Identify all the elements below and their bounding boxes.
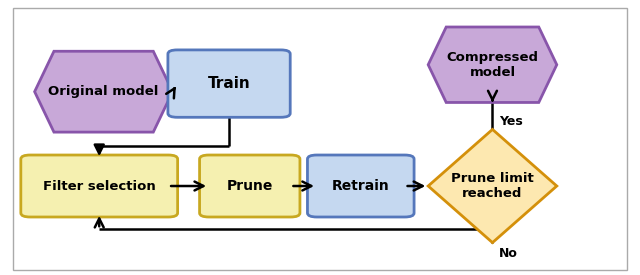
Text: Train: Train xyxy=(208,76,250,91)
Text: Retrain: Retrain xyxy=(332,179,390,193)
FancyBboxPatch shape xyxy=(200,155,300,217)
Text: Yes: Yes xyxy=(499,115,522,128)
Text: Filter selection: Filter selection xyxy=(43,180,156,192)
Text: No: No xyxy=(499,247,518,260)
Text: Original model: Original model xyxy=(49,85,159,98)
Polygon shape xyxy=(35,51,173,132)
Text: Prune limit
reached: Prune limit reached xyxy=(451,172,534,200)
FancyBboxPatch shape xyxy=(21,155,178,217)
Polygon shape xyxy=(428,27,557,103)
Text: Compressed
model: Compressed model xyxy=(447,51,538,79)
Text: Prune: Prune xyxy=(227,179,273,193)
FancyBboxPatch shape xyxy=(168,50,290,117)
FancyBboxPatch shape xyxy=(307,155,414,217)
Polygon shape xyxy=(428,130,557,243)
